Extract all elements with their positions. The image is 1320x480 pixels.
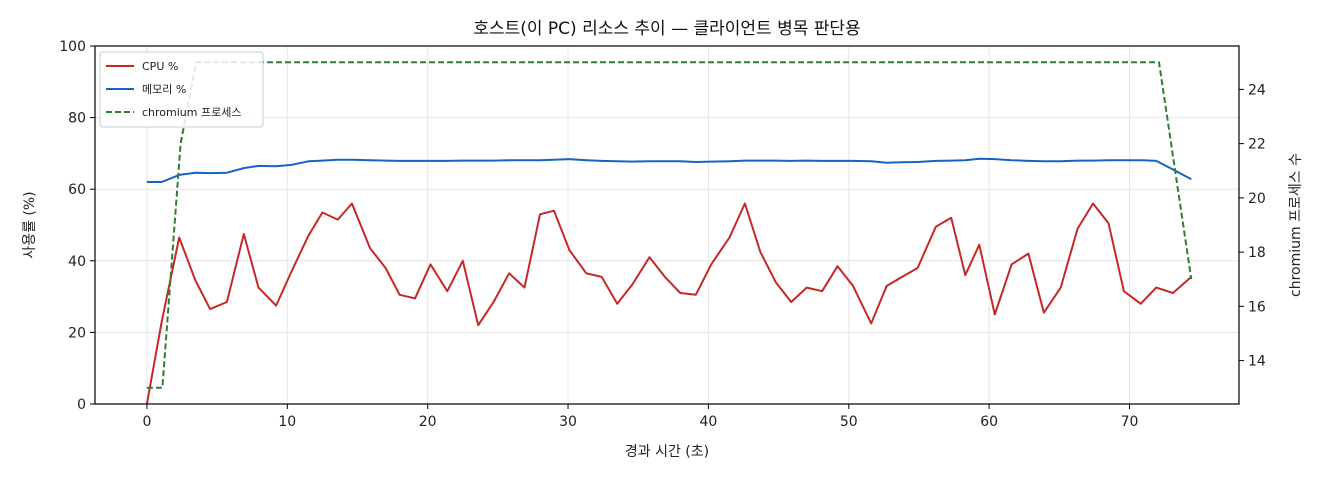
y2-tick-label: 20 — [1248, 191, 1266, 207]
y2-tick-label: 16 — [1248, 299, 1266, 315]
legend: CPU % 메모리 % chromium 프로세스 — [99, 51, 264, 128]
x-tick-label: 70 — [1121, 414, 1139, 430]
y-axis-label: 사용률 (%) — [22, 191, 38, 258]
x-tick-label: 20 — [419, 414, 437, 430]
legend-box — [99, 51, 264, 128]
chart-title: 호스트(이 PC) 리소스 추이 — 클라이언트 병목 판단용 — [473, 19, 860, 39]
y-tick-label: 100 — [59, 39, 86, 55]
x-axis-label: 경과 시간 (초) — [625, 444, 709, 460]
y2-axis-label: chromium 프로세스 수 — [1288, 153, 1304, 297]
series-line-memory — [146, 157, 1192, 183]
y2-tick-label: 18 — [1248, 245, 1266, 261]
legend-label-memory: 메모리 % — [142, 83, 186, 96]
x-tick-label: 50 — [840, 414, 858, 430]
y2-tick-label: 14 — [1248, 354, 1266, 370]
y-tick-label: 60 — [68, 182, 86, 198]
x-tick-label: 0 — [142, 414, 151, 430]
plot-frame — [94, 45, 1240, 405]
y-tick-label: 80 — [68, 111, 86, 127]
y-tick-label: 20 — [68, 325, 86, 341]
x-tick-label: 40 — [699, 414, 717, 430]
y2-tick-label: 22 — [1248, 137, 1266, 153]
axes-layer: 0 10 20 30 40 50 60 70 0 20 40 60 80 100 14 16 18 20 22 24 — [59, 39, 1266, 430]
x-tick-label: 10 — [278, 414, 296, 430]
x-tick-label: 60 — [980, 414, 998, 430]
x-tick-label: 30 — [559, 414, 577, 430]
series-line-cpu — [145, 202, 1192, 405]
y-tick-label: 0 — [77, 397, 86, 413]
y-tick-label: 40 — [68, 254, 86, 270]
y2-tick-label: 24 — [1248, 82, 1266, 98]
legend-label-cpu: CPU % — [142, 60, 178, 73]
legend-label-chromium: chromium 프로세스 — [142, 106, 241, 119]
